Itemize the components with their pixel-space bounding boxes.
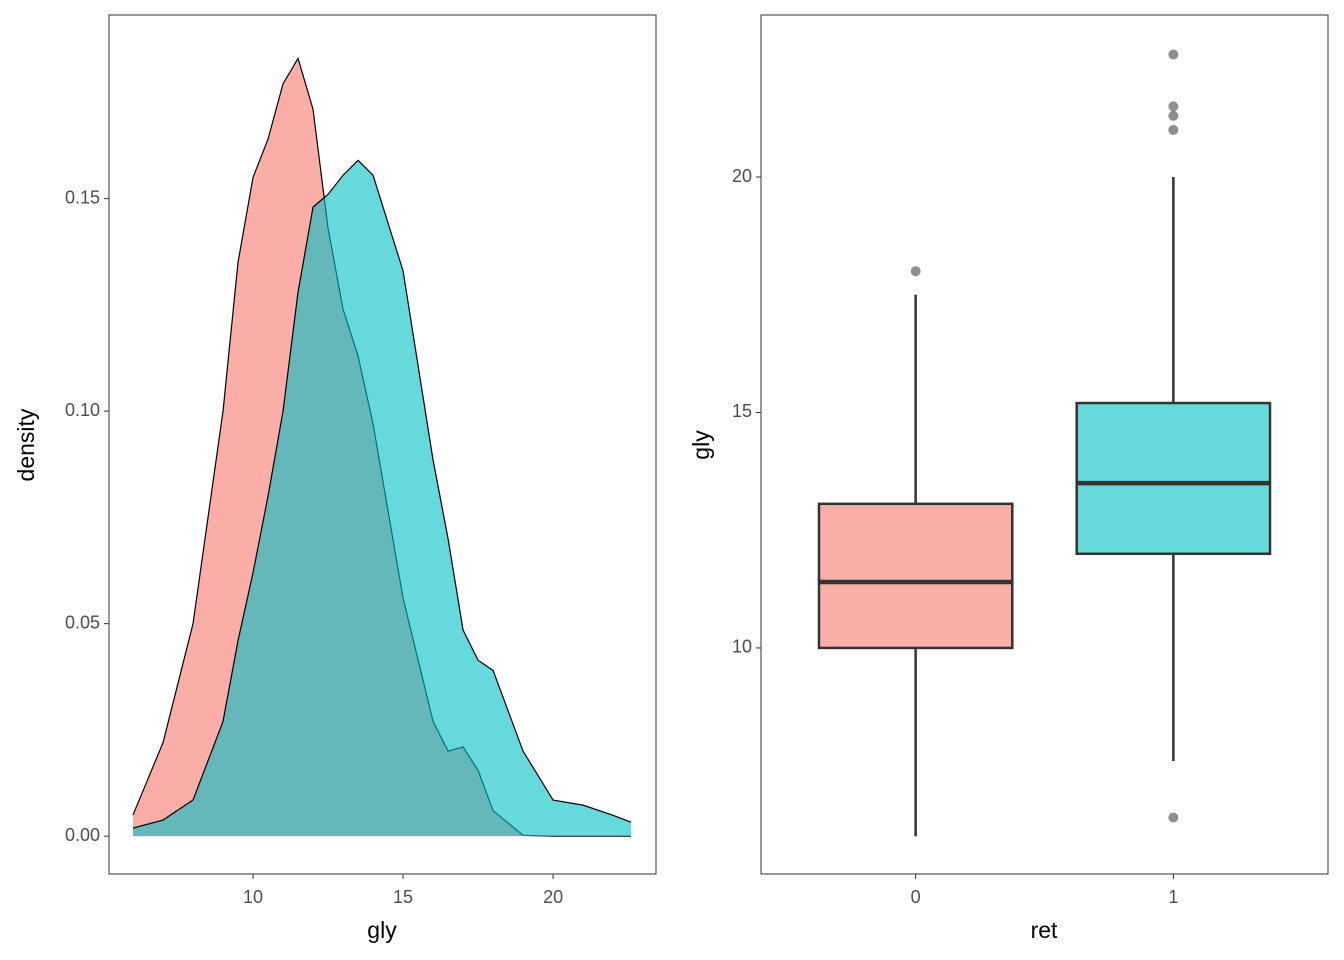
box xyxy=(1075,401,1272,556)
x-axis-title: ret xyxy=(1031,917,1058,943)
x-tick-label: 0 xyxy=(911,887,921,907)
outlier xyxy=(1168,101,1179,112)
y-tick-label: 0.15 xyxy=(65,187,100,207)
y-tick-label: 0.05 xyxy=(65,612,100,632)
outlier xyxy=(910,266,921,277)
y-tick-label: 0.00 xyxy=(65,825,100,845)
y-tick-label: 0.10 xyxy=(65,400,100,420)
outlier xyxy=(1168,110,1179,121)
x-tick-label: 1 xyxy=(1168,887,1178,907)
y-axis-title: gly xyxy=(688,430,714,460)
y-tick-label: 15 xyxy=(732,401,752,421)
y-tick-label: 20 xyxy=(732,166,752,186)
density-area xyxy=(133,160,632,837)
panel-border xyxy=(108,14,657,875)
x-tick-label: 15 xyxy=(393,887,413,907)
box xyxy=(817,502,1014,650)
y-tick-label: 10 xyxy=(732,637,752,657)
x-tick-label: 20 xyxy=(543,887,563,907)
outlier xyxy=(1168,124,1179,135)
outlier xyxy=(1168,812,1179,823)
panel-border xyxy=(760,14,1329,875)
y-axis-title: density xyxy=(13,408,39,481)
x-tick-label: 10 xyxy=(243,887,263,907)
density-line xyxy=(132,159,632,829)
x-axis-title: gly xyxy=(367,917,397,943)
outlier xyxy=(1168,49,1179,60)
